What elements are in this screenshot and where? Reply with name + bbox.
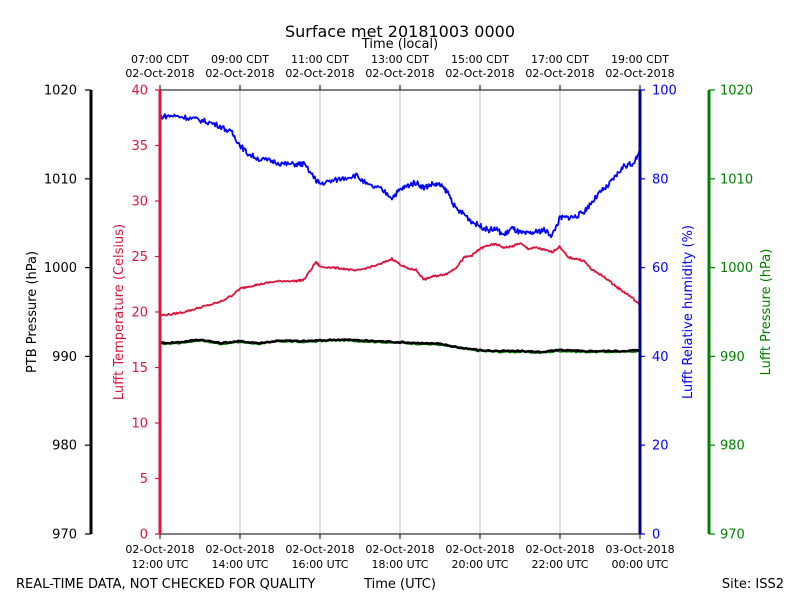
chart-title: Surface met 20181003 0000 <box>285 22 515 41</box>
ptb-pressure-axis-tick-label: 980 <box>52 439 77 454</box>
top-tick-label: 02-Oct-2018 <box>125 67 194 80</box>
ptb-pressure-axis-tick-label: 1000 <box>44 261 77 276</box>
grid <box>239 90 561 534</box>
temperature-axis-tick-label: 25 <box>131 250 148 265</box>
temperature-axis-tick-label: 40 <box>131 84 148 99</box>
top-tick-label: 13:00 CDT <box>371 53 429 66</box>
lufft-pressure-axis-tick-label: 990 <box>720 350 745 365</box>
ptb-pressure-axis-tick-label: 970 <box>52 528 77 543</box>
lufft-pressure-axis-tick-label: 1010 <box>720 172 753 187</box>
top-tick-label: 19:00 CDT <box>611 53 669 66</box>
bottom-tick-label: 02-Oct-2018 <box>525 543 594 556</box>
ptb-pressure-axis-tick-label: 990 <box>52 350 77 365</box>
top-tick-label: 02-Oct-2018 <box>445 67 514 80</box>
plot-area <box>159 113 641 355</box>
bottom-tick-label: 18:00 UTC <box>371 558 428 571</box>
ptb-pressure-axis: 970 980 990 1000 1010 1020 PTB Pressure (hPa) <box>25 84 93 543</box>
bottom-tick-label: 02-Oct-2018 <box>365 543 434 556</box>
temperature-axis-tick-label: 5 <box>140 472 148 487</box>
ptb-pressure-axis-tick-label: 1010 <box>44 172 77 187</box>
lufft-temperature-line <box>159 242 641 317</box>
temperature-axis-tick-label: 30 <box>131 195 148 210</box>
temperature-axis-tick-label: 10 <box>131 417 148 432</box>
top-tick-label: 09:00 CDT <box>211 53 269 66</box>
lufft-pressure-axis-tick-label: 980 <box>720 439 745 454</box>
ptb-pressure-axis-label: PTB Pressure (hPa) <box>25 251 40 373</box>
bottom-tick-label: 00:00 UTC <box>611 558 668 571</box>
lufft-relative-humidity-line <box>159 113 641 239</box>
humidity-axis-tick-label: 100 <box>652 84 677 99</box>
bottom-tick-label: 12:00 UTC <box>131 558 188 571</box>
bottom-tick-label: 16:00 UTC <box>291 558 348 571</box>
footer-quality-notice: REAL-TIME DATA, NOT CHECKED FOR QUALITY <box>16 577 315 592</box>
lufft-pressure-axis-tick-label: 970 <box>720 528 745 543</box>
bottom-tick-label: 03-Oct-2018 <box>605 543 674 556</box>
bottom-tick-label: 14:00 UTC <box>211 558 268 571</box>
top-tick-label: 17:00 CDT <box>531 53 589 66</box>
temperature-axis-tick-label: 15 <box>131 361 148 376</box>
bottom-axis-title: Time (UTC) <box>363 577 436 592</box>
lufft-pressure-axis: 970 980 990 1000 1010 1020 Lufft Pressure (hPa… <box>707 84 774 543</box>
ptb-pressure-line <box>159 338 641 354</box>
top-tick-label: 11:00 CDT <box>291 53 349 66</box>
humidity-axis-tick-label: 80 <box>652 172 669 187</box>
top-tick-label: 02-Oct-2018 <box>605 67 674 80</box>
humidity-axis-tick-label: 20 <box>652 439 669 454</box>
bottom-tick-label: 02-Oct-2018 <box>125 543 194 556</box>
humidity-axis-tick-label: 0 <box>652 528 660 543</box>
top-axis-title: Time (local) <box>361 37 438 52</box>
top-tick-label: 07:00 CDT <box>131 53 189 66</box>
bottom-tick-label: 20:00 UTC <box>451 558 508 571</box>
humidity-axis-tick-label: 60 <box>652 261 669 276</box>
lufft-pressure-axis-label: Lufft Pressure (hPa) <box>759 249 774 376</box>
top-tick-label: 15:00 CDT <box>451 53 509 66</box>
lufft-pressure-axis-tick-label: 1020 <box>720 84 753 99</box>
temperature-axis-tick-label: 0 <box>140 528 148 543</box>
footer-site: Site: ISS2 <box>722 577 784 592</box>
bottom-tick-label: 02-Oct-2018 <box>285 543 354 556</box>
bottom-tick-label: 22:00 UTC <box>531 558 588 571</box>
top-tick-label: 02-Oct-2018 <box>525 67 594 80</box>
ptb-pressure-axis-tick-label: 1020 <box>44 84 77 99</box>
humidity-axis-label: Lufft Relative humidity (%) <box>681 225 696 399</box>
humidity-axis-tick-label: 40 <box>652 350 669 365</box>
bottom-tick-label: 02-Oct-2018 <box>445 543 514 556</box>
temperature-axis-label: Lufft Temperature (Celsius) <box>112 224 127 400</box>
lufft-pressure-axis-tick-label: 1000 <box>720 261 753 276</box>
top-tick-label: 02-Oct-2018 <box>205 67 274 80</box>
temperature-axis-tick-label: 35 <box>131 139 148 154</box>
top-tick-label: 02-Oct-2018 <box>365 67 434 80</box>
temperature-axis-tick-label: 20 <box>131 306 148 321</box>
bottom-tick-label: 02-Oct-2018 <box>205 543 274 556</box>
top-tick-label: 02-Oct-2018 <box>285 67 354 80</box>
